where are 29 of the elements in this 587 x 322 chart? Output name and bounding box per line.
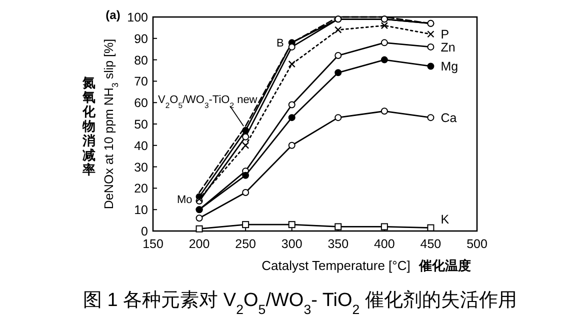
- y-tick-label: 30: [134, 160, 148, 174]
- y-tick-label: 60: [134, 96, 148, 110]
- x-axis-title: Catalyst Temperature [°C]: [262, 258, 410, 273]
- text: 催化温度: [418, 258, 471, 273]
- y-tick-label: 10: [134, 203, 148, 218]
- x-tick-label: 250: [235, 237, 256, 251]
- y-tick-label: 90: [134, 32, 148, 46]
- series-label: K: [440, 212, 450, 226]
- text: 氮氧化物消减率: [82, 75, 96, 177]
- y-tick-label: 50: [134, 118, 148, 132]
- x-tick-label: 500: [466, 237, 488, 251]
- series-label: Mg: [440, 60, 458, 74]
- y-tick-label: 70: [134, 74, 148, 89]
- y-tick-label: 100: [127, 10, 148, 24]
- text: (a): [106, 8, 120, 22]
- y-tick-label: 80: [134, 53, 148, 68]
- chart-title: 图 1 各种元素对 V$_{2}$O$_{5}$/WO$_{3}$- TiO$_{2}$ 催化剂的失活作用: [83, 290, 517, 316]
- series-label: Ca: [440, 111, 457, 126]
- x-tick-label: 150: [142, 237, 164, 251]
- y-tick-label: 40: [134, 138, 148, 153]
- x-tick-label: 400: [374, 237, 395, 251]
- x-tick-label: 350: [328, 237, 349, 251]
- y-tick-label: 20: [134, 182, 148, 196]
- x-tick-label: 200: [188, 237, 210, 251]
- x-tick-label: 450: [420, 237, 442, 251]
- series-label: Zn: [440, 40, 456, 54]
- series-label: P: [440, 28, 450, 42]
- x-tick-label: 300: [281, 237, 302, 251]
- y-tick-label: 0: [141, 224, 148, 238]
